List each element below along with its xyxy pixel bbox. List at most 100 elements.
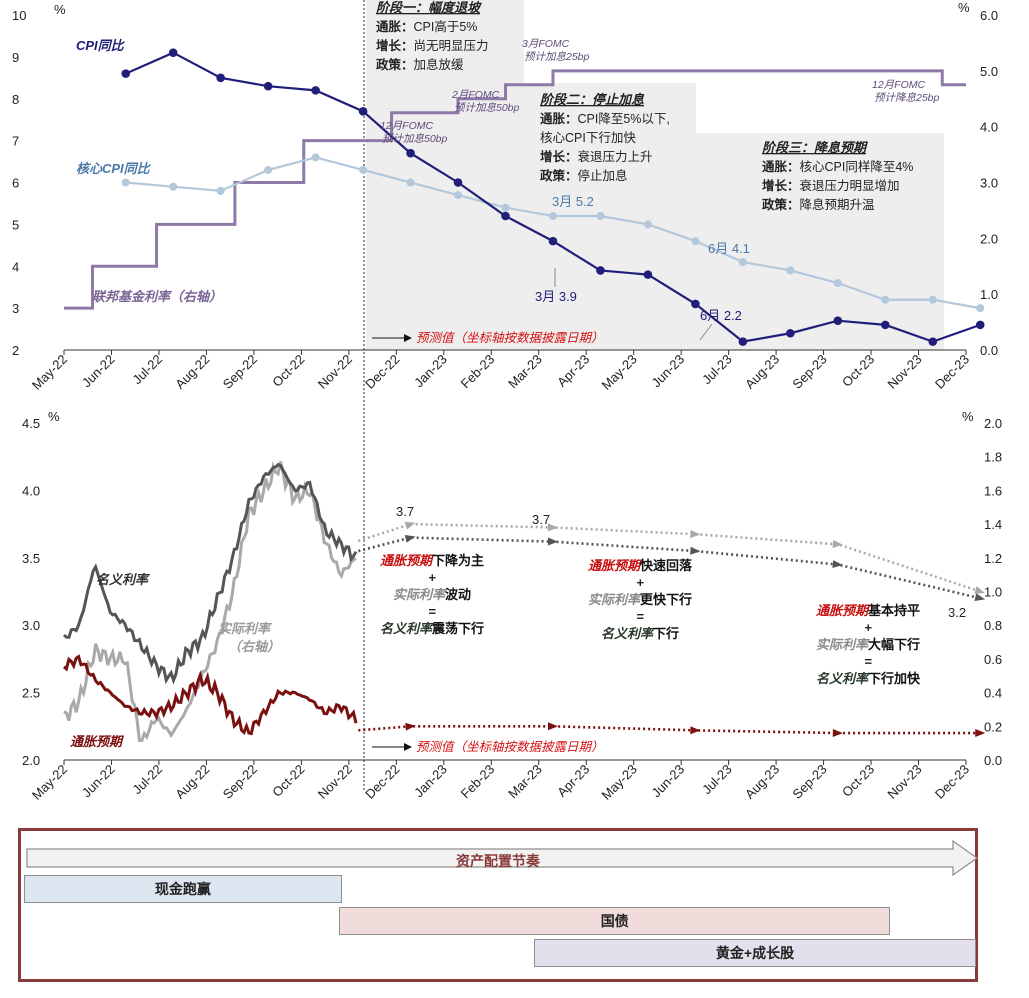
real-series-label-axis: （右轴） xyxy=(228,639,280,654)
stage-note-1-line: 通胀预期下降为主 xyxy=(380,553,484,568)
stage-note-1-term: 名义利率 xyxy=(380,621,435,636)
phase2-value: 衰退压力上升 xyxy=(578,149,653,164)
cpi-series-label: CPI同比 xyxy=(76,38,126,53)
core-cpi-point xyxy=(121,178,130,187)
core-cpi-point xyxy=(216,186,225,195)
core-cpi-point xyxy=(501,203,510,212)
stage-note-2-verb: 快速回落 xyxy=(640,558,693,573)
nominal-value-label: 3.7 xyxy=(532,512,550,527)
core-cpi-point xyxy=(976,304,985,313)
bottom-x-tick-label: Jun-23 xyxy=(649,762,688,801)
phase1-value: 加息放缓 xyxy=(414,57,465,72)
stage-note-3-term: 实际利率 xyxy=(816,637,871,652)
stage-note-2-verb: 下行 xyxy=(653,626,679,641)
core-cpi-point xyxy=(311,153,320,162)
bottom-x-tick-label: Sep-23 xyxy=(789,762,829,802)
bottom-x-tick-label: Aug-22 xyxy=(172,762,212,802)
bottom-x-tick-label: Apr-23 xyxy=(554,762,592,800)
inflation-series-label: 通胀预期 xyxy=(70,734,124,749)
core-cpi-point xyxy=(454,191,463,200)
forecast-arrowhead xyxy=(404,743,412,751)
bottom-x-tick-label: Nov-22 xyxy=(315,762,355,802)
real-rate-forecast-arrowhead xyxy=(974,586,985,594)
allocation-bar-cash: 现金跑赢 xyxy=(24,875,342,903)
stage-note-2-line: 通胀预期快速回落 xyxy=(588,558,693,573)
top-left-tick: 5 xyxy=(12,217,19,232)
phase3-value: 核心CPI同样降至4% xyxy=(800,159,914,174)
cpi-point xyxy=(975,320,985,330)
stage-note-1-term: 通胀预期 xyxy=(380,553,434,568)
core-cpi-point xyxy=(833,279,842,287)
fomc-dec22-line2: 预计加息50bp xyxy=(382,133,448,145)
phase2-value: 停止加息 xyxy=(578,168,628,183)
cpi-point xyxy=(121,69,131,78)
top-right-tick: 1.0 xyxy=(980,287,998,302)
phase2-key: 通胀： xyxy=(540,111,578,126)
phase1-title: 阶段一：幅度退坡 xyxy=(376,0,483,15)
top-left-tick: 3 xyxy=(12,301,19,316)
top-left-tick: 8 xyxy=(12,92,19,107)
inflation-forecast-arrowhead xyxy=(547,722,558,731)
bottom-x-tick-label: Dec-22 xyxy=(362,762,402,802)
top-x-tick-label: Jul-22 xyxy=(129,352,165,388)
phase2-value: 核心CPI下行加快 xyxy=(540,131,636,145)
stage-note-2-term: 通胀预期 xyxy=(588,558,642,573)
bottom-x-tick-label: Oct-23 xyxy=(839,762,877,800)
core-cpi-point xyxy=(928,295,937,304)
bottom-right-tick: 0.2 xyxy=(984,719,1002,734)
asset-allocation-panel: 资产配置节奏 现金跑赢 国债 黄金+成长股 xyxy=(18,828,979,982)
phase3-key: 通胀： xyxy=(762,159,800,174)
bottom-x-tick-label: Feb-23 xyxy=(458,762,498,802)
bottom-x-tick-label: Sep-22 xyxy=(220,762,260,802)
top-right-tick: 3.0 xyxy=(980,176,998,191)
top-x-tick-label: Nov-22 xyxy=(315,352,355,392)
bottom-left-tick: 2.0 xyxy=(22,753,40,768)
top-left-tick: 10 xyxy=(12,8,26,23)
core-cpi-point xyxy=(548,212,557,220)
inflation-forecast-line xyxy=(358,724,981,735)
phase3-shade xyxy=(696,133,944,350)
fed-funds-line xyxy=(64,69,966,310)
core-cpi-jun-callout: 6月 4.1 xyxy=(708,241,750,256)
top-right-tick: 6.0 xyxy=(980,8,998,23)
bottom-right-tick: 0.8 xyxy=(984,618,1002,633)
top-x-tick-label: Jun-22 xyxy=(79,352,118,391)
forecast-note-top: 预测值（坐标轴按数据披露日期） xyxy=(416,331,604,345)
forecast-note-bottom: 预测值（坐标轴按数据披露日期） xyxy=(416,740,604,754)
phase2-line: 增长：衰退压力上升 xyxy=(540,149,653,164)
bottom-left-tick: 3.0 xyxy=(22,618,40,633)
core-cpi-point xyxy=(691,237,700,246)
top-x-tick-label: Sep-22 xyxy=(220,352,260,392)
cpi-point xyxy=(501,211,510,221)
stage-note-3-verb: 基本持平 xyxy=(867,603,920,618)
nominal-value-label: 3.7 xyxy=(396,504,414,519)
nominal-value-label: 3.2 xyxy=(948,605,966,620)
bottom-x-tick-label: Jul-23 xyxy=(699,762,735,798)
inflation-forecast-arrowhead xyxy=(690,726,701,735)
top-right-tick: 4.0 xyxy=(980,120,998,135)
phase2-line: 政策：停止加息 xyxy=(540,168,628,183)
core-cpi-point xyxy=(786,266,795,275)
top-right-tick: 5.0 xyxy=(980,64,998,79)
bottom-x-tick-label: Jun-22 xyxy=(79,762,118,801)
top-x-tick-label: Dec-23 xyxy=(932,352,972,392)
bottom-x-tick-label: Jul-22 xyxy=(129,762,165,798)
stage-note-1-verb: 波动 xyxy=(445,587,471,602)
phase1-line: 增长：尚无明显压力 xyxy=(376,38,489,53)
stage-note-2-term: 名义利率 xyxy=(601,626,656,641)
cpi-point xyxy=(263,81,273,91)
nominal-rate-forecast-arrowhead xyxy=(832,560,843,569)
real-rate-forecast-arrowhead xyxy=(832,539,843,548)
bottom-left-tick: 3.5 xyxy=(22,551,40,566)
bottom-right-tick: 1.0 xyxy=(984,585,1002,600)
cpi-point xyxy=(880,320,890,330)
bottom-x-tick-label: Aug-23 xyxy=(742,762,782,802)
cpi-point xyxy=(786,328,795,338)
phase2-title: 阶段二：停止加息 xyxy=(540,92,645,107)
fed-series-label: 联邦基金利率（右轴） xyxy=(92,289,222,304)
phase2-value: CPI降至5%以下, xyxy=(578,112,670,126)
allocation-bar-treasury: 国债 xyxy=(339,907,891,935)
inflation-forecast-arrowhead xyxy=(405,722,416,731)
cpi-point xyxy=(216,73,225,83)
cpi-point xyxy=(928,337,938,346)
